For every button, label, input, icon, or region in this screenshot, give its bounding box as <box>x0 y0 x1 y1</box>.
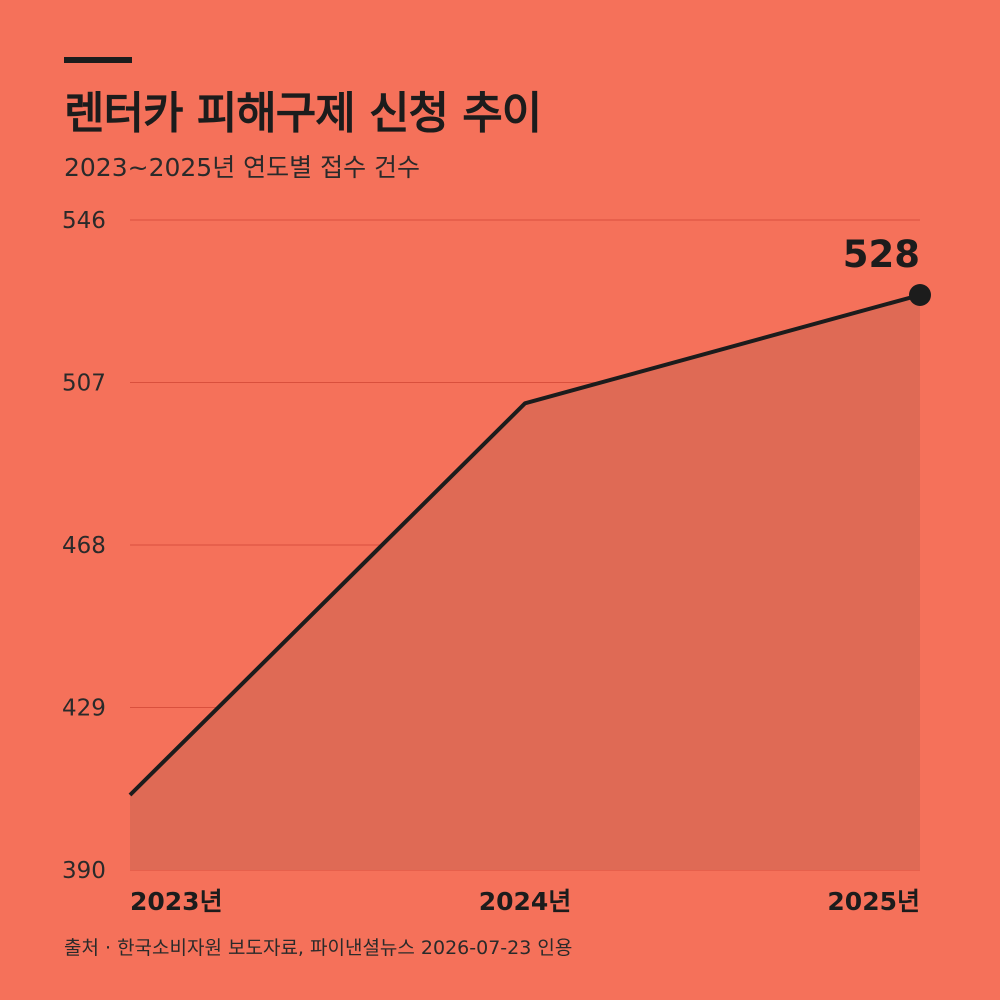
highlight-value-label: 528 <box>843 233 920 276</box>
y-tick-label: 390 <box>62 858 106 884</box>
area-fill-layer <box>130 295 920 870</box>
area-fill <box>130 295 920 870</box>
y-tick-label: 468 <box>62 533 106 559</box>
x-tick-label: 2024년 <box>479 887 572 916</box>
data-point-layer: 528 <box>843 233 931 306</box>
x-tick-label: 2023년 <box>130 887 223 916</box>
accent-bar <box>64 57 132 63</box>
highlight-point <box>909 284 931 306</box>
y-axis-ticks: 390 429 468 507 546 <box>62 208 106 884</box>
y-tick-label: 429 <box>62 696 106 722</box>
series-line <box>128 293 921 797</box>
y-tick-label: 507 <box>62 371 106 397</box>
series-line-layer <box>128 293 921 797</box>
chart-subtitle: 2023~2025년 연도별 접수 건수 <box>64 153 421 182</box>
y-tick-label: 546 <box>62 208 106 234</box>
chart-title: 렌터카 피해구제 신청 추이 <box>64 88 542 139</box>
source-note: 출처 · 한국소비자원 보도자료, 파이낸셜뉴스 2026-07-23 인용 <box>64 937 573 959</box>
x-tick-label: 2025년 <box>827 887 920 916</box>
x-axis-ticks: 2023년 2024년 2025년 <box>130 887 920 916</box>
